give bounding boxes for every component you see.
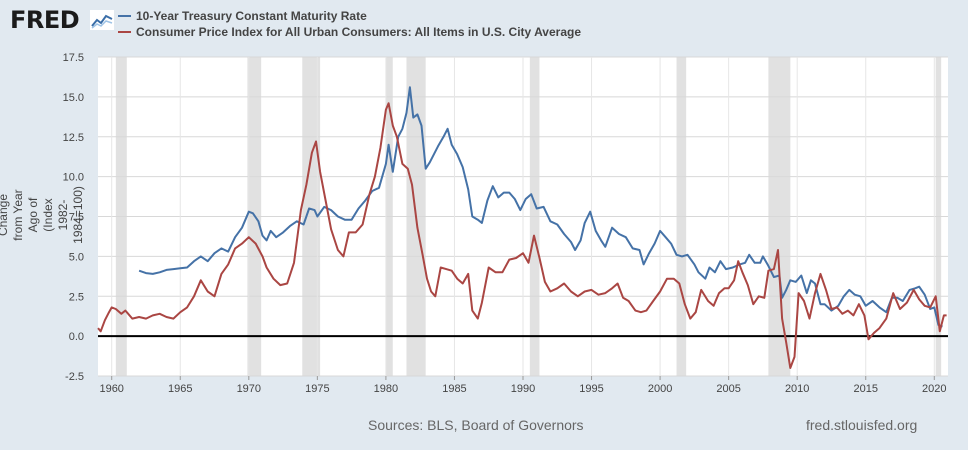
legend-swatch-cpi bbox=[118, 31, 131, 33]
legend-swatch-treasury bbox=[118, 15, 131, 17]
y-tick-label-0: -2.5 bbox=[65, 371, 84, 383]
fred-chart-logo-icon bbox=[90, 10, 114, 30]
series-line-0[interactable] bbox=[138, 86, 943, 328]
series-line-1[interactable] bbox=[97, 102, 947, 369]
sources-text: Sources: BLS, Board of Governors bbox=[368, 417, 584, 433]
x-tick-label-11: 2015 bbox=[853, 383, 877, 395]
x-tick-label-7: 1995 bbox=[579, 383, 603, 395]
y-tick-label-5: 10.0 bbox=[63, 172, 84, 184]
x-tick-label-3: 1975 bbox=[305, 383, 329, 395]
legend-item-cpi[interactable]: Consumer Price Index for All Urban Consu… bbox=[118, 24, 581, 40]
y-tick-label-4: 7.5 bbox=[69, 212, 84, 224]
fred-logo[interactable]: FRED bbox=[10, 6, 80, 34]
series-lines bbox=[97, 86, 947, 369]
x-tick-label-2: 1970 bbox=[237, 383, 261, 395]
y-tick-label-7: 15.0 bbox=[63, 92, 84, 104]
x-tick-labels: 1960 1965 1970 1975 1980 1985 1990 1995 2000 2005… bbox=[99, 376, 947, 395]
x-tick-label-1: 1965 bbox=[168, 383, 192, 395]
x-tick-label-6: 1990 bbox=[511, 383, 535, 395]
site-link[interactable]: fred.stlouisfed.org bbox=[806, 417, 918, 433]
legend-label-cpi: Consumer Price Index for All Urban Consu… bbox=[136, 25, 581, 39]
legend: 10-Year Treasury Constant Maturity Rate … bbox=[118, 8, 581, 40]
x-tick-label-5: 1985 bbox=[442, 383, 466, 395]
x-tick-label-4: 1980 bbox=[374, 383, 398, 395]
x-tick-label-10: 2010 bbox=[785, 383, 809, 395]
y-tick-labels: -2.5 0.0 2.5 5.0 7.5 10.0 12.5 15.0 17.5 bbox=[63, 52, 84, 383]
x-tick-label-12: 2020 bbox=[922, 383, 946, 395]
y-tick-label-3: 5.0 bbox=[69, 251, 84, 263]
y-tick-label-6: 12.5 bbox=[63, 132, 84, 144]
y-tick-label-2: 2.5 bbox=[69, 291, 84, 303]
gridlines bbox=[98, 56, 948, 377]
legend-item-treasury[interactable]: 10-Year Treasury Constant Maturity Rate bbox=[118, 8, 581, 24]
y-tick-label-1: 0.0 bbox=[69, 331, 84, 343]
x-tick-label-8: 2000 bbox=[648, 383, 672, 395]
x-tick-label-9: 2005 bbox=[716, 383, 740, 395]
y-tick-label-8: 17.5 bbox=[63, 52, 84, 64]
x-tick-label-0: 1960 bbox=[99, 383, 123, 395]
legend-label-treasury: 10-Year Treasury Constant Maturity Rate bbox=[136, 9, 367, 23]
